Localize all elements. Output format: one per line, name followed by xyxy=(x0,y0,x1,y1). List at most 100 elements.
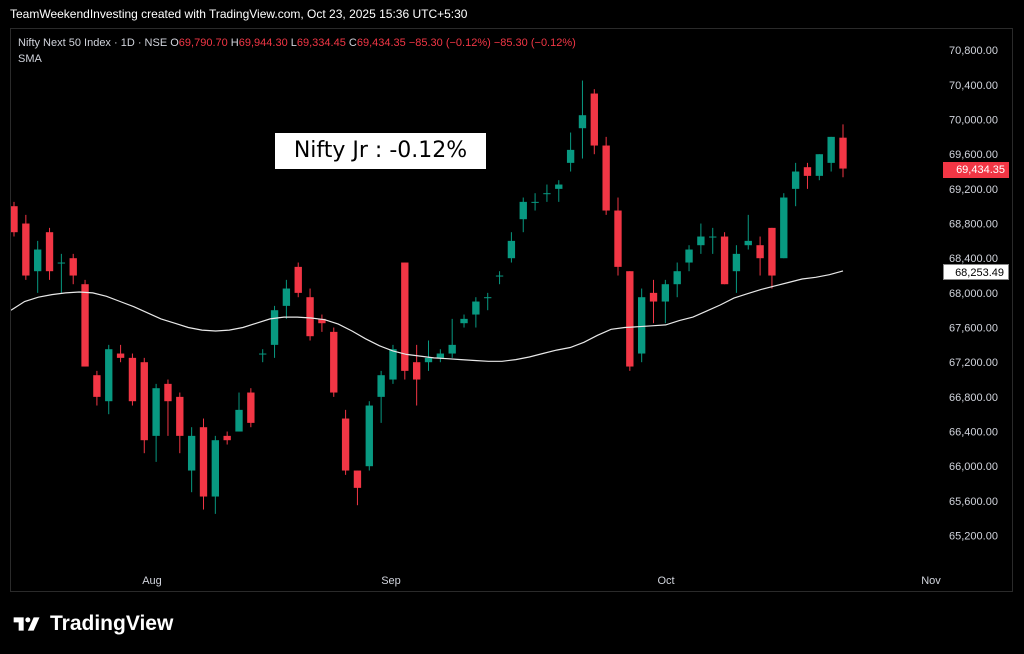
candle[interactable] xyxy=(484,292,492,311)
candle[interactable] xyxy=(507,232,516,263)
candle[interactable] xyxy=(69,253,77,285)
low-value: 69,334.45 xyxy=(296,37,346,49)
candle[interactable] xyxy=(519,197,527,233)
candle[interactable] xyxy=(365,401,373,471)
candle[interactable] xyxy=(199,418,208,510)
candle[interactable] xyxy=(661,279,670,324)
candle[interactable] xyxy=(720,232,729,285)
candle[interactable] xyxy=(649,279,658,324)
candle[interactable] xyxy=(187,427,196,493)
candle[interactable] xyxy=(709,227,717,254)
candle[interactable] xyxy=(791,162,800,207)
candle[interactable] xyxy=(768,227,776,289)
candle[interactable] xyxy=(270,305,279,358)
open-label: O xyxy=(170,37,179,49)
candle[interactable] xyxy=(235,392,243,432)
y-tick-label: 69,600.00 xyxy=(949,149,998,161)
candle[interactable] xyxy=(282,279,291,319)
candle[interactable] xyxy=(211,435,219,514)
change-value: −85.30 (−0.12%) xyxy=(408,37,491,49)
candle[interactable] xyxy=(780,193,788,259)
candle[interactable] xyxy=(401,262,409,380)
candle[interactable] xyxy=(839,124,847,178)
last-price-tag: 69,434.35 xyxy=(943,162,1009,178)
candle[interactable] xyxy=(93,370,101,406)
change-value-2: −85.30 (−0.12%) xyxy=(493,37,576,49)
candle[interactable] xyxy=(22,214,30,280)
candle[interactable] xyxy=(45,227,54,280)
brand-name: TradingView xyxy=(50,612,174,635)
candle[interactable] xyxy=(602,136,610,215)
candle[interactable] xyxy=(744,214,752,250)
price-chart[interactable]: 70,800.00 70,400.00 70,000.00 69,600.00 69,2… xyxy=(11,29,1014,593)
candle[interactable] xyxy=(803,162,812,189)
candle[interactable] xyxy=(590,89,598,155)
y-tick-label: 70,800.00 xyxy=(949,45,998,57)
candle[interactable] xyxy=(673,262,681,298)
candle[interactable] xyxy=(105,344,113,415)
candle[interactable] xyxy=(57,253,66,293)
candle[interactable] xyxy=(176,392,184,454)
candle[interactable] xyxy=(306,288,314,341)
y-tick-label: 70,400.00 xyxy=(949,80,998,92)
candle[interactable] xyxy=(294,262,302,298)
candle[interactable] xyxy=(330,327,338,397)
symbol-label: Nifty Next 50 Index · 1D · NSE xyxy=(18,37,168,49)
candle[interactable] xyxy=(531,193,539,211)
candle[interactable] xyxy=(543,184,551,202)
tradingview-logo-icon xyxy=(13,617,40,631)
candle[interactable] xyxy=(259,349,267,363)
x-tick-label: Oct xyxy=(657,575,674,587)
high-label: H xyxy=(230,37,239,49)
candle[interactable] xyxy=(81,279,89,367)
candle[interactable] xyxy=(164,379,172,436)
y-tick-label: 66,800.00 xyxy=(949,392,998,404)
y-tick-label: 67,200.00 xyxy=(949,357,998,369)
candle[interactable] xyxy=(34,240,42,293)
candle[interactable] xyxy=(412,344,421,406)
candle[interactable] xyxy=(626,271,634,371)
last-price-text: 69,434.35 xyxy=(956,164,1005,176)
candle[interactable] xyxy=(472,297,480,328)
candle[interactable] xyxy=(448,318,456,358)
close-value: 69,434.35 xyxy=(356,37,406,49)
x-tick-label: Aug xyxy=(142,575,162,587)
candle[interactable] xyxy=(424,340,433,371)
sma-indicator-label: SMA xyxy=(18,53,42,65)
candle[interactable] xyxy=(815,154,823,181)
candle[interactable] xyxy=(436,349,445,363)
candle[interactable] xyxy=(495,271,504,285)
chart-frame[interactable]: 70,800.00 70,400.00 70,000.00 69,600.00 69,2… xyxy=(10,28,1013,592)
open-value: 69,790.70 xyxy=(178,37,228,49)
high-value: 69,944.30 xyxy=(238,37,288,49)
candle[interactable] xyxy=(152,383,160,462)
candle[interactable] xyxy=(116,344,125,363)
candle[interactable] xyxy=(318,314,326,332)
candle[interactable] xyxy=(697,223,705,254)
sma-line[interactable] xyxy=(11,270,844,362)
candle[interactable] xyxy=(223,431,231,445)
candle[interactable] xyxy=(685,245,693,272)
candle[interactable] xyxy=(128,353,137,406)
candle[interactable] xyxy=(732,245,741,293)
annotation-box: Nifty Jr : -0.12% xyxy=(275,133,486,169)
candle[interactable] xyxy=(614,197,622,276)
tradingview-footer[interactable]: TradingView xyxy=(12,612,173,636)
candle[interactable] xyxy=(247,388,255,428)
candle[interactable] xyxy=(555,180,563,202)
candle[interactable] xyxy=(460,314,468,328)
candle[interactable] xyxy=(756,236,764,276)
candle[interactable] xyxy=(827,136,835,172)
ohlc-legend: Nifty Next 50 Index · 1D · NSE O69,790.7… xyxy=(18,37,576,49)
candle[interactable] xyxy=(578,80,587,159)
candle[interactable] xyxy=(353,470,362,506)
sma-price-tag: 68,253.49 xyxy=(943,264,1009,280)
indicator-legend[interactable]: SMA xyxy=(18,53,42,65)
candle[interactable] xyxy=(566,132,575,172)
candle[interactable] xyxy=(377,370,385,423)
candle[interactable] xyxy=(11,201,18,237)
candle[interactable] xyxy=(638,288,646,363)
candle[interactable] xyxy=(140,357,148,454)
y-tick-label: 67,600.00 xyxy=(949,323,998,335)
candle[interactable] xyxy=(341,409,350,475)
